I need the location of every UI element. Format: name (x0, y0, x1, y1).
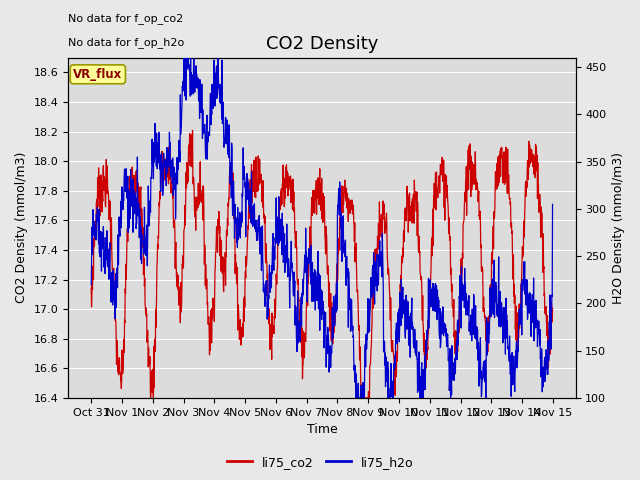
Text: No data for f_op_h2o: No data for f_op_h2o (68, 37, 184, 48)
Title: CO2 Density: CO2 Density (266, 35, 378, 53)
Text: No data for f_op_co2: No data for f_op_co2 (68, 13, 184, 24)
Text: VR_flux: VR_flux (73, 68, 122, 81)
Y-axis label: CO2 Density (mmol/m3): CO2 Density (mmol/m3) (15, 152, 28, 303)
X-axis label: Time: Time (307, 423, 337, 436)
Legend: li75_co2, li75_h2o: li75_co2, li75_h2o (221, 451, 419, 474)
Y-axis label: H2O Density (mmol/m3): H2O Density (mmol/m3) (612, 152, 625, 304)
